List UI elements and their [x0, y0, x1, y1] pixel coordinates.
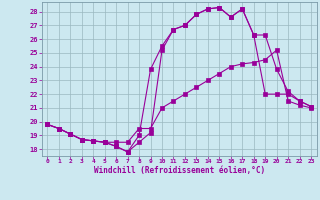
X-axis label: Windchill (Refroidissement éolien,°C): Windchill (Refroidissement éolien,°C) [94, 166, 265, 175]
